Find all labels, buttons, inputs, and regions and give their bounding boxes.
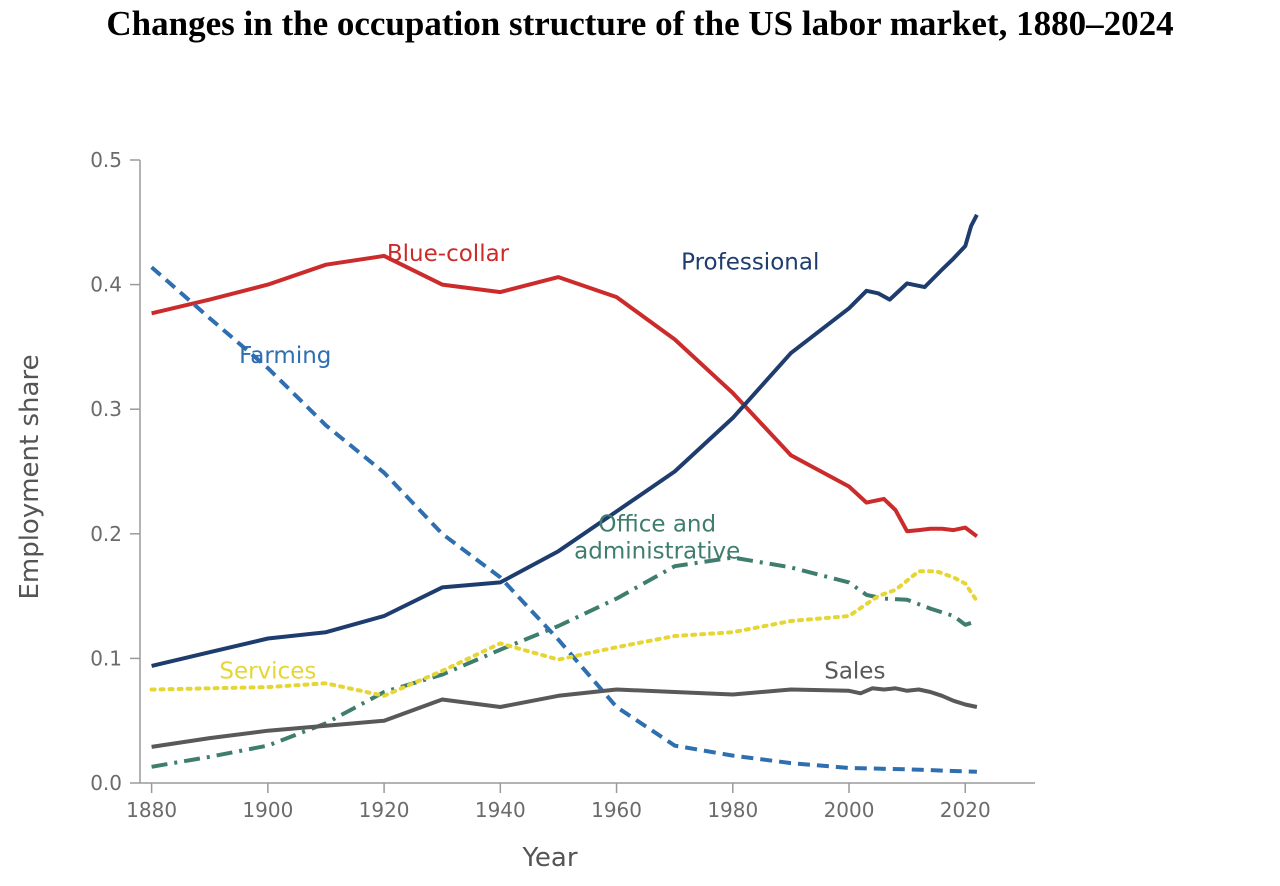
series-label-farming: Farming: [239, 343, 331, 369]
chart-title: Changes in the occupation structure of t…: [106, 4, 1174, 43]
y-tick-label: 0.4: [90, 273, 122, 297]
y-tick-label: 0.5: [90, 148, 122, 172]
series-line-services: [149, 569, 979, 698]
x-tick-label: 1960: [591, 798, 642, 822]
series-line-professional: [151, 213, 979, 668]
series-label-professional: Professional: [681, 250, 819, 276]
x-axis-title: Year: [521, 843, 577, 873]
series-label-blue-collar: Blue-collar: [387, 241, 510, 267]
y-tick-label: 0.3: [90, 397, 122, 421]
series-line-blue-collar: [151, 253, 979, 538]
axes: 0.0 0.1 0.2 0.3 0.4 0.5 1880 1900 1920 1940 1960 19…: [90, 148, 1035, 822]
x-tick-label: 1980: [707, 798, 758, 822]
series-layer: [149, 213, 979, 774]
y-axis-title: Employment share: [15, 354, 45, 599]
y-tick-label: 0.2: [90, 522, 122, 546]
x-tick-label: 2000: [824, 798, 875, 822]
x-tick-label: 1900: [242, 798, 293, 822]
y-tick-label: 0.1: [90, 646, 122, 670]
series-label-sales: Sales: [824, 658, 885, 684]
x-tick-label: 1940: [475, 798, 526, 822]
series-line-farming: [150, 265, 977, 774]
series-line-sales: [151, 686, 978, 749]
series-labels: Blue-collar Professional Farming Office and…: [219, 241, 885, 684]
x-tick-label: 2020: [940, 798, 991, 822]
x-tick-label: 1920: [359, 798, 410, 822]
series-label-services: Services: [219, 658, 316, 684]
y-tick-label: 0.0: [90, 771, 122, 795]
x-tick-label: 1880: [126, 798, 177, 822]
series-label-office-and-administrative: Office and administrative: [574, 511, 740, 564]
